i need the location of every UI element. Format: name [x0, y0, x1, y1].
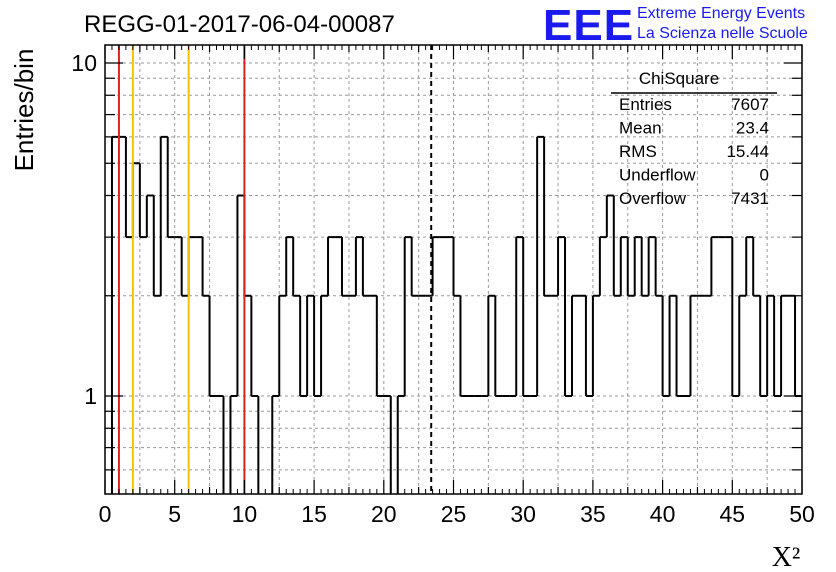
axis-ticks	[104, 45, 803, 494]
stats-value: 0	[760, 166, 769, 185]
stats-label: Underflow	[619, 166, 696, 185]
stats-label: Mean	[619, 119, 662, 138]
logo-line-1: Extreme Energy Events	[637, 5, 805, 22]
stats-box: ChiSquare Entries 7607 Mean 23.4 RMS 15.44 Und…	[611, 69, 777, 208]
x-tick-labels: 0 5 10 15 20 25 30 35 40 45 50	[99, 501, 815, 527]
logo-line-2: La Scienza nelle Scuole	[637, 25, 808, 42]
stats-label: Overflow	[619, 189, 687, 208]
x-tick-label: 45	[720, 501, 746, 527]
chart-title: REGG-01-2017-06-04-00087	[84, 11, 395, 38]
x-tick-label: 15	[301, 501, 327, 527]
reference-lines	[117, 45, 433, 494]
x-tick-label: 35	[580, 501, 606, 527]
logo-mark: EEE	[543, 1, 634, 50]
x-tick-label: 5	[168, 501, 181, 527]
x-tick-label: 25	[441, 501, 467, 527]
y-tick-label: 1	[84, 383, 97, 409]
x-axis-label: X²	[772, 542, 801, 572]
y-axis-label: Entries/bin	[9, 49, 39, 172]
stats-title: ChiSquare	[639, 69, 719, 88]
x-tick-label: 40	[650, 501, 676, 527]
x-tick-label: 0	[99, 501, 112, 527]
x-tick-label: 10	[232, 501, 258, 527]
stats-value: 7431	[731, 189, 769, 208]
stats-label: Entries	[619, 95, 672, 114]
histogram-bars	[110, 135, 802, 494]
x-tick-label: 20	[371, 501, 397, 527]
stats-value: 23.4	[736, 119, 769, 138]
y-tick-labels: 1 10	[71, 50, 97, 409]
y-tick-label: 10	[71, 50, 97, 76]
stats-label: RMS	[619, 142, 657, 161]
stats-value: 7607	[731, 95, 769, 114]
x-tick-label: 30	[510, 501, 536, 527]
stats-value: 15.44	[726, 142, 769, 161]
x-tick-label: 50	[789, 501, 815, 527]
